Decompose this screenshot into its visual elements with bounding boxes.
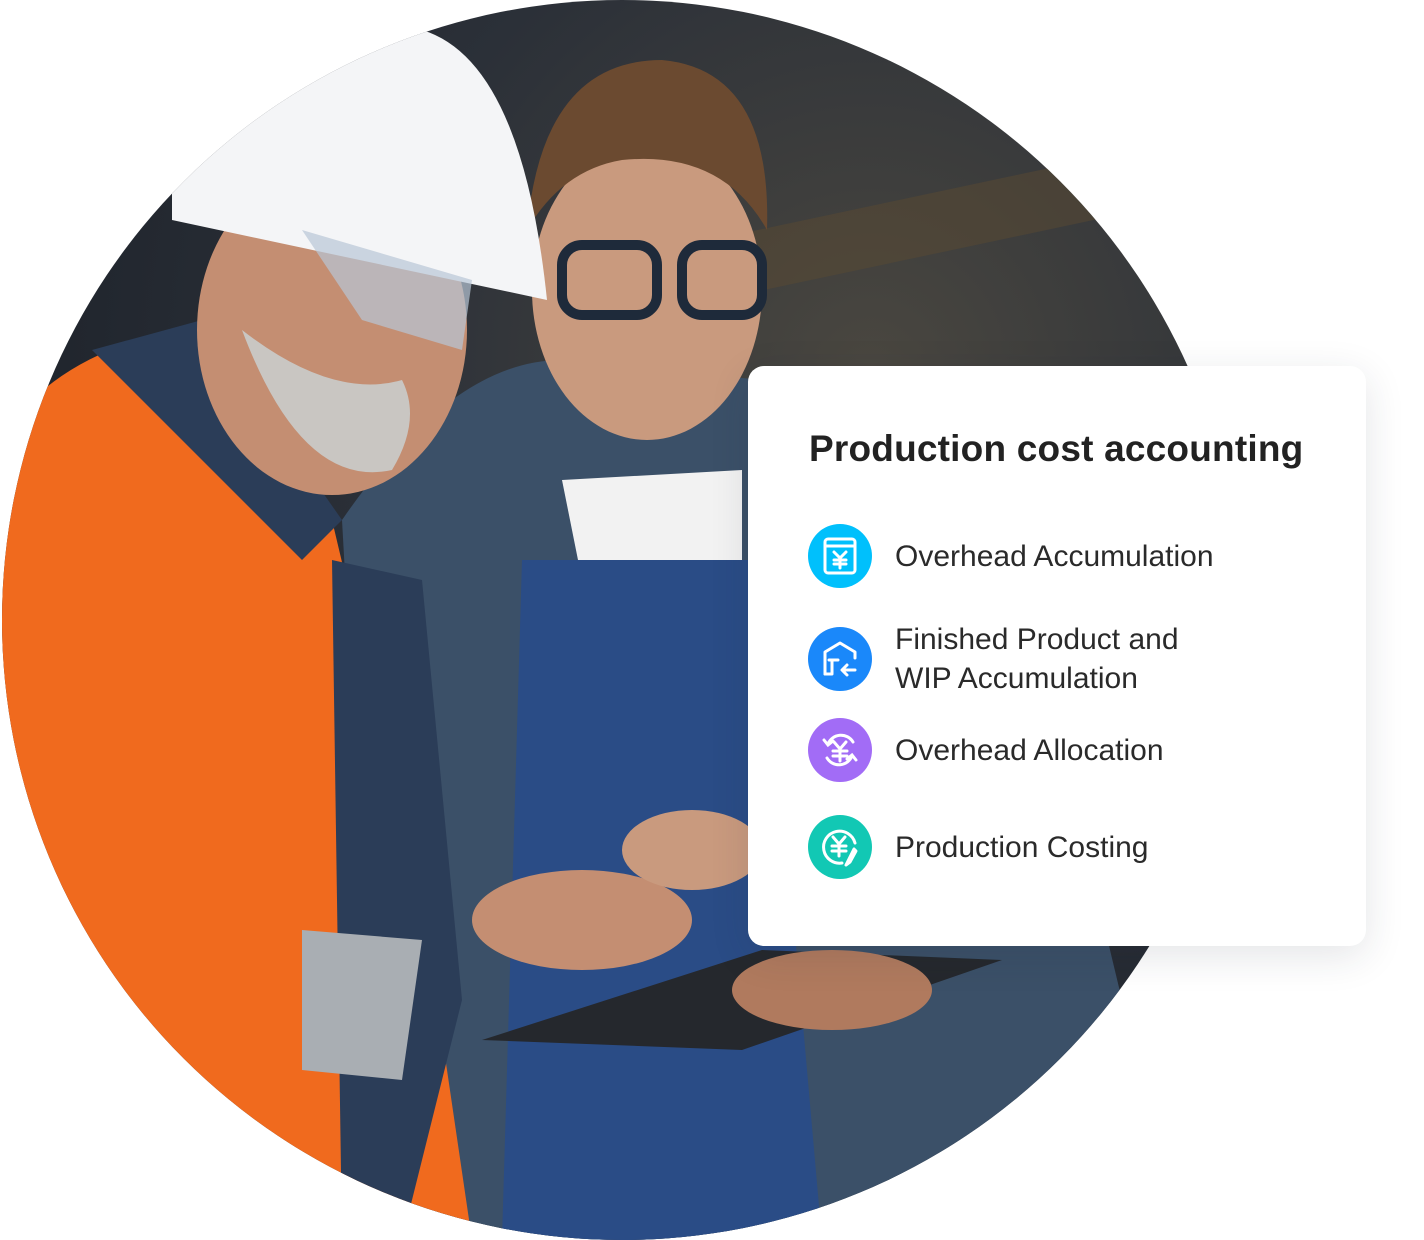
- feature-item-overhead-accumulation[interactable]: Overhead Accumulation: [808, 524, 1214, 588]
- warehouse-inbound-icon: [808, 627, 872, 691]
- card-title: Production cost accounting: [809, 428, 1304, 469]
- yen-edit-icon: [808, 815, 872, 879]
- feature-label: Overhead Accumulation: [895, 539, 1214, 573]
- feature-label-line1: Finished Product and: [895, 623, 1179, 656]
- feature-label: Overhead Allocation: [895, 733, 1164, 767]
- feature-label: Finished Product and WIP Accumulation: [895, 620, 1179, 698]
- feature-card: Production cost accounting Overhead Accu…: [748, 366, 1366, 946]
- feature-item-finished-product-wip[interactable]: Finished Product and WIP Accumulation: [808, 620, 1179, 698]
- feature-item-overhead-allocation[interactable]: Overhead Allocation: [808, 718, 1164, 782]
- feature-label-line2: WIP Accumulation: [895, 662, 1138, 695]
- ledger-yen-icon: [808, 524, 872, 588]
- yen-cycle-icon: [808, 718, 872, 782]
- feature-item-production-costing[interactable]: Production Costing: [808, 815, 1148, 879]
- feature-label: Production Costing: [895, 830, 1149, 864]
